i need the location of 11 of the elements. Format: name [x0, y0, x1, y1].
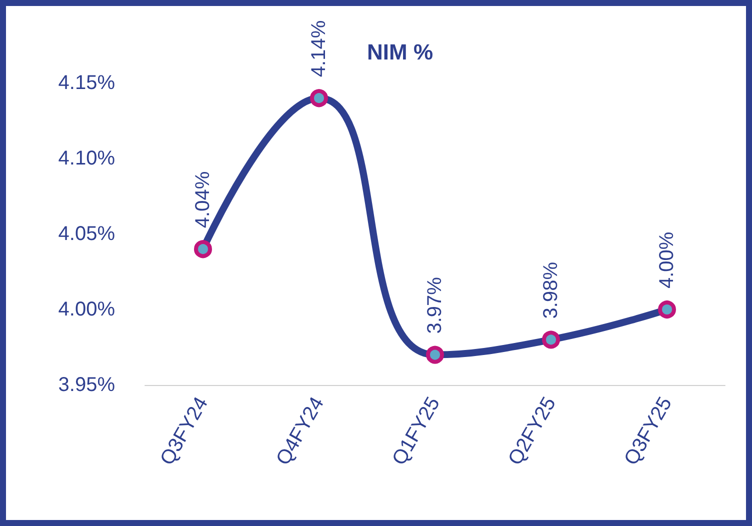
data-label: 4.14% [308, 20, 330, 78]
y-tick-label: 4.00% [58, 298, 116, 320]
y-tick-label: 4.10% [58, 148, 116, 170]
y-tick-label: 3.95% [58, 374, 116, 396]
data-label: 4.00% [656, 232, 678, 288]
chart-title: NIM % [367, 40, 433, 64]
data-label: 4.04% [192, 171, 214, 228]
data-label: 3.98% [540, 262, 562, 319]
y-tick-label: 4.15% [58, 72, 116, 94]
data-label: 3.97% [424, 276, 446, 334]
y-tick-label: 4.05% [58, 223, 116, 245]
